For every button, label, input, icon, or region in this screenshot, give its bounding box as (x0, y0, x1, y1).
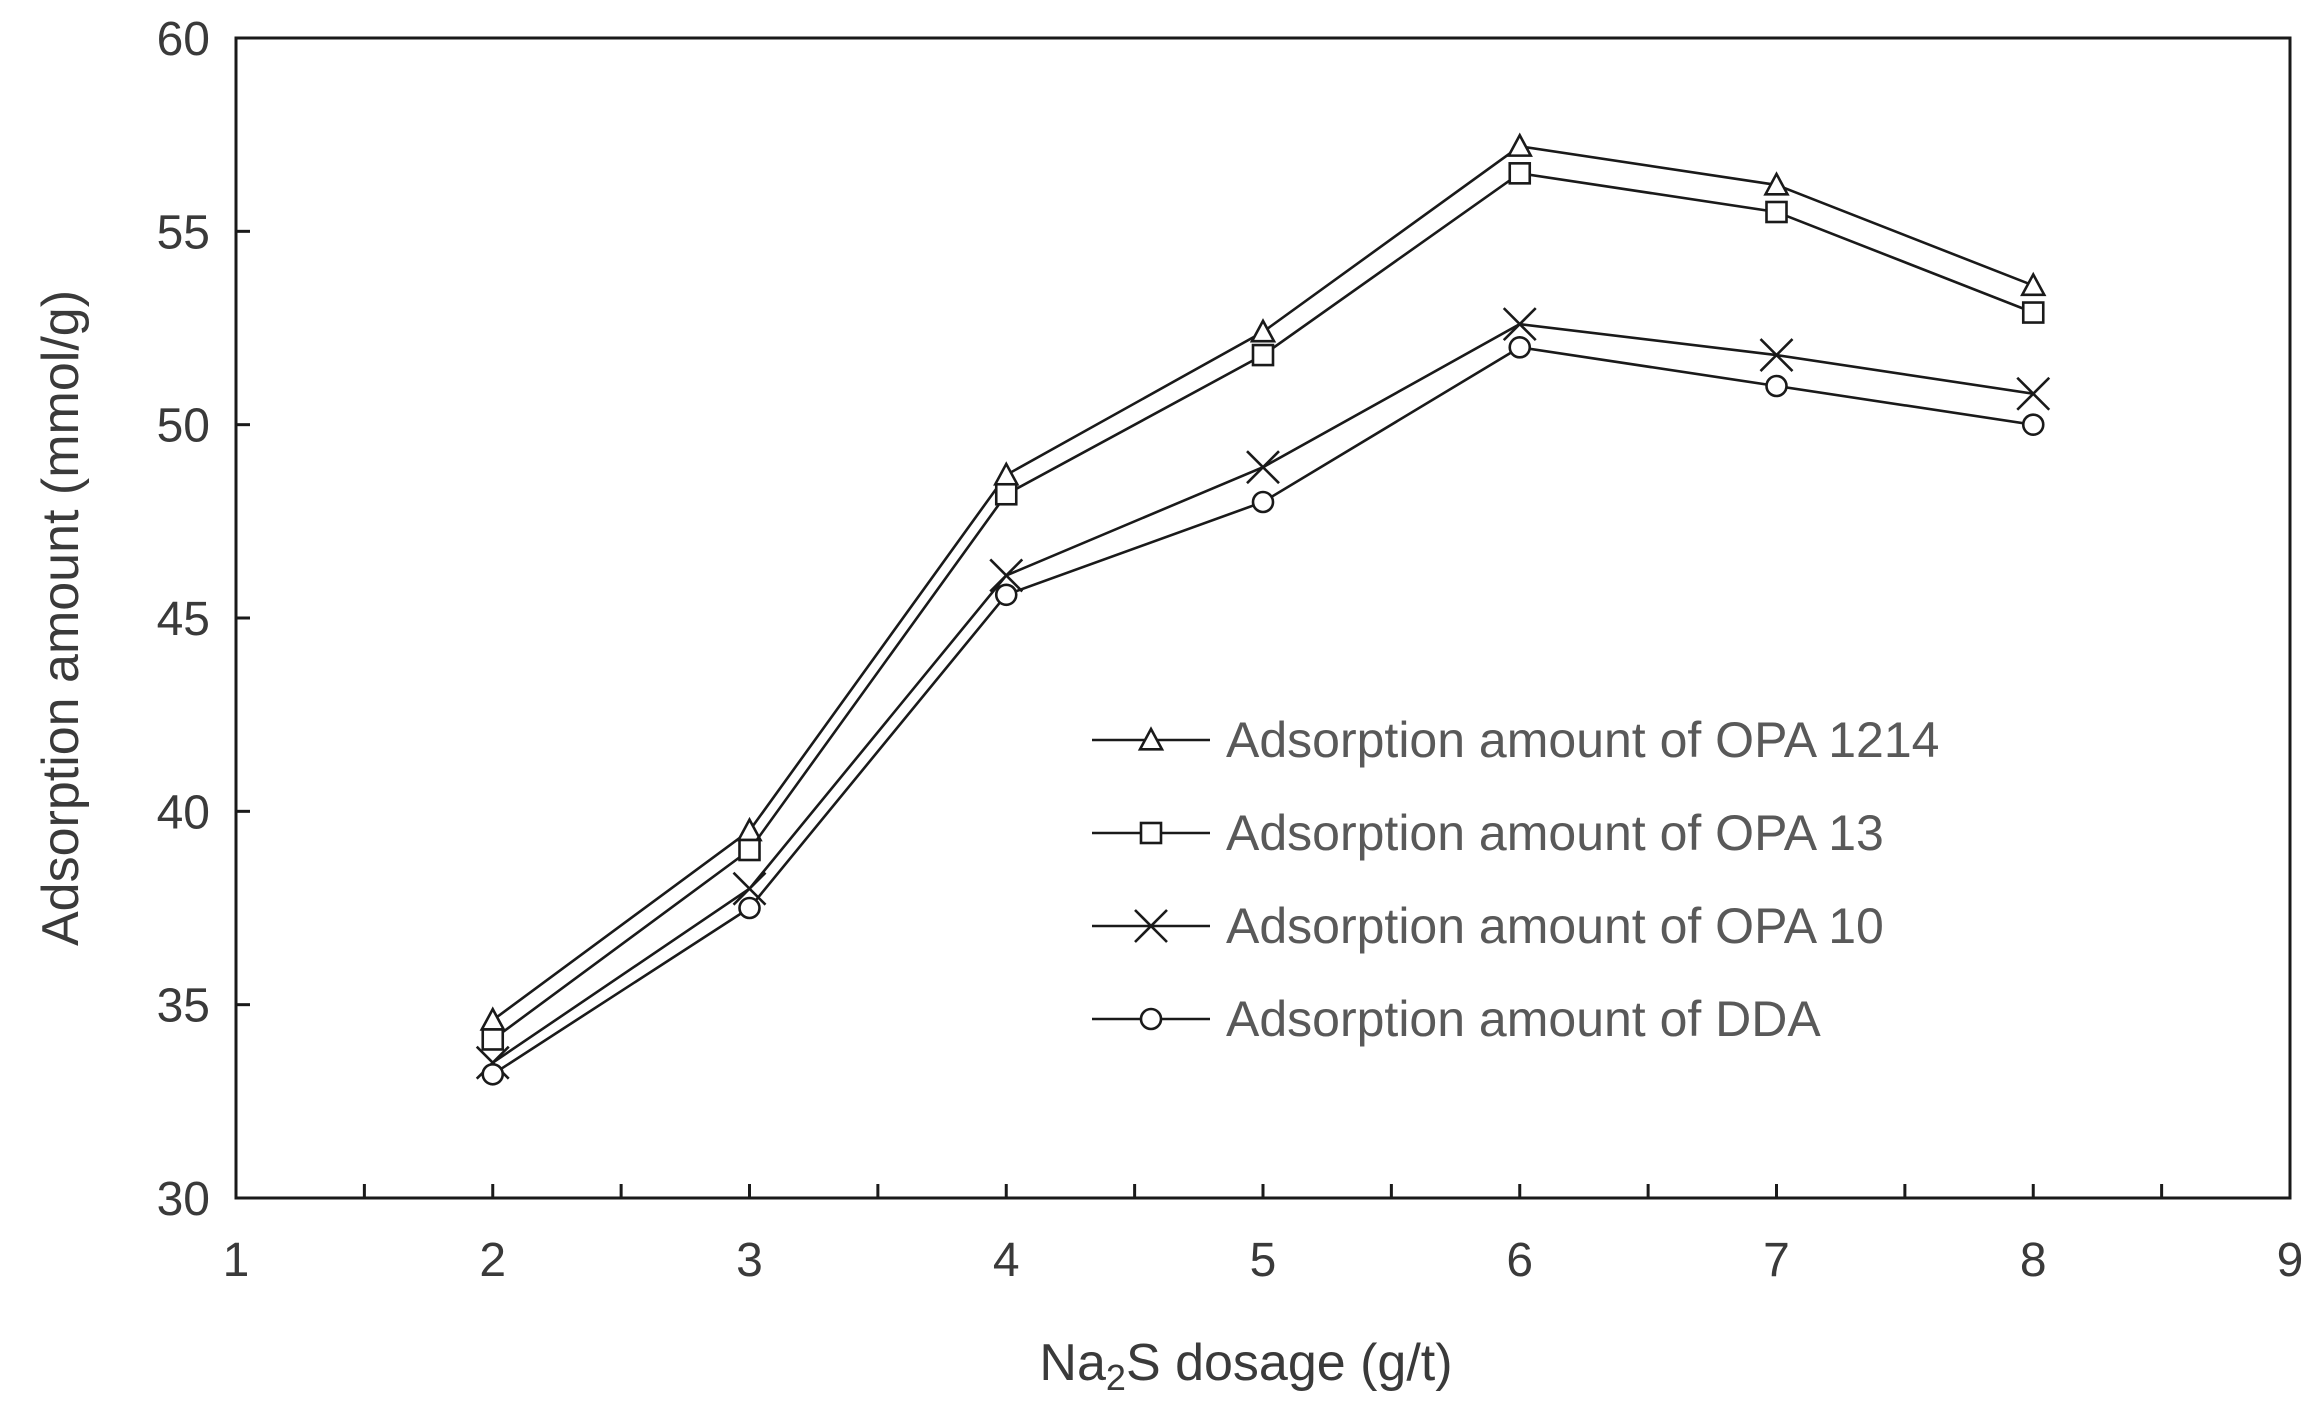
y-tick-label: 30 (157, 1173, 210, 1226)
series-2 (475, 307, 2051, 1080)
x-tick-label: 9 (2277, 1234, 2304, 1287)
x-tick-label: 5 (1250, 1234, 1277, 1287)
data-point-square (738, 838, 761, 862)
data-point-square (1251, 343, 1275, 367)
data-point-circle (994, 583, 1018, 607)
data-point-x (1502, 307, 1537, 342)
legend: Adsorption amount of OPA 1214 Adsorption … (1092, 712, 1939, 1047)
data-point-x (2016, 376, 2051, 411)
y-tick-label: 45 (157, 593, 210, 646)
data-point-x (732, 871, 767, 906)
data-point-x-stroke (1502, 307, 1537, 342)
x-tick-label: 1 (223, 1234, 250, 1287)
legend-label: Adsorption amount of OPA 1214 (1226, 712, 1939, 768)
y-axis-title: Adsorption amount (mmol/g) (32, 290, 90, 946)
data-point-triangle (2020, 271, 2047, 297)
data-point-circle (1508, 336, 1532, 359)
data-point-x (989, 558, 1024, 593)
series-3 (481, 336, 2045, 1086)
x-tick-label: 2 (479, 1234, 506, 1287)
legend-label: Adsorption amount of DDA (1226, 991, 1821, 1047)
legend-entry: Adsorption amount of OPA 10 (1092, 898, 1884, 954)
axis-ticks (236, 229, 2164, 1198)
data-point-triangle (1249, 318, 1277, 343)
data-point-square (481, 1028, 505, 1051)
data-point-circle (2021, 413, 2045, 436)
data-point-x (1246, 450, 1280, 485)
data-point-x-stroke (732, 871, 767, 906)
data-point-square (1508, 162, 1532, 185)
data-point-x-stroke (1759, 338, 1794, 372)
data-point-x (1134, 909, 1168, 943)
data-point-circle (481, 1062, 505, 1086)
x-axis-title: Na2S dosage (g/t) (1039, 1334, 1452, 1398)
y-tick-label: 50 (157, 400, 210, 453)
legend-entry: Adsorption amount of OPA 1214 (1092, 712, 1939, 768)
x-axis-title-post: S dosage (g/t) (1126, 1334, 1453, 1392)
data-point-triangle (1763, 171, 1790, 196)
legend-label: Adsorption amount of OPA 10 (1226, 898, 1884, 954)
x-axis-title-sub: 2 (1106, 1357, 1126, 1398)
x-tick-label: 4 (993, 1234, 1020, 1287)
data-point-x-stroke (1134, 909, 1168, 943)
y-tick-label: 60 (157, 13, 210, 66)
x-tick-label: 7 (1763, 1234, 1790, 1287)
data-point-square (2021, 301, 2045, 324)
data-point-square (994, 482, 1018, 506)
y-tick-label: 35 (157, 980, 210, 1033)
data-point-triangle (1506, 132, 1533, 157)
series-1 (481, 162, 2045, 1051)
x-tick-label: 6 (1506, 1234, 1533, 1287)
data-point-x-stroke (989, 558, 1024, 593)
data-point-circle (738, 896, 761, 920)
data-point-square (1765, 200, 1788, 224)
data-point-circle (1251, 490, 1275, 514)
data-point-x-stroke (2016, 376, 2051, 411)
data-point-x (1759, 338, 1794, 372)
data-point-circle (1765, 374, 1788, 398)
legend-entry: Adsorption amount of OPA 13 (1092, 805, 1884, 861)
y-tick-label: 55 (157, 206, 210, 259)
legend-entry: Adsorption amount of DDA (1092, 991, 1821, 1047)
y-tick-label: 40 (157, 786, 210, 839)
x-tick-label: 3 (736, 1234, 763, 1287)
x-tick-label: 8 (2020, 1234, 2047, 1287)
data-point-square (1139, 821, 1163, 845)
series-lines (475, 132, 2051, 1086)
data-point-x-stroke (1246, 450, 1280, 485)
data-point-triangle (1137, 726, 1165, 751)
data-point-circle (1139, 1007, 1163, 1031)
x-axis-title-pre: Na (1039, 1334, 1106, 1392)
legend-label: Adsorption amount of OPA 13 (1226, 805, 1884, 861)
